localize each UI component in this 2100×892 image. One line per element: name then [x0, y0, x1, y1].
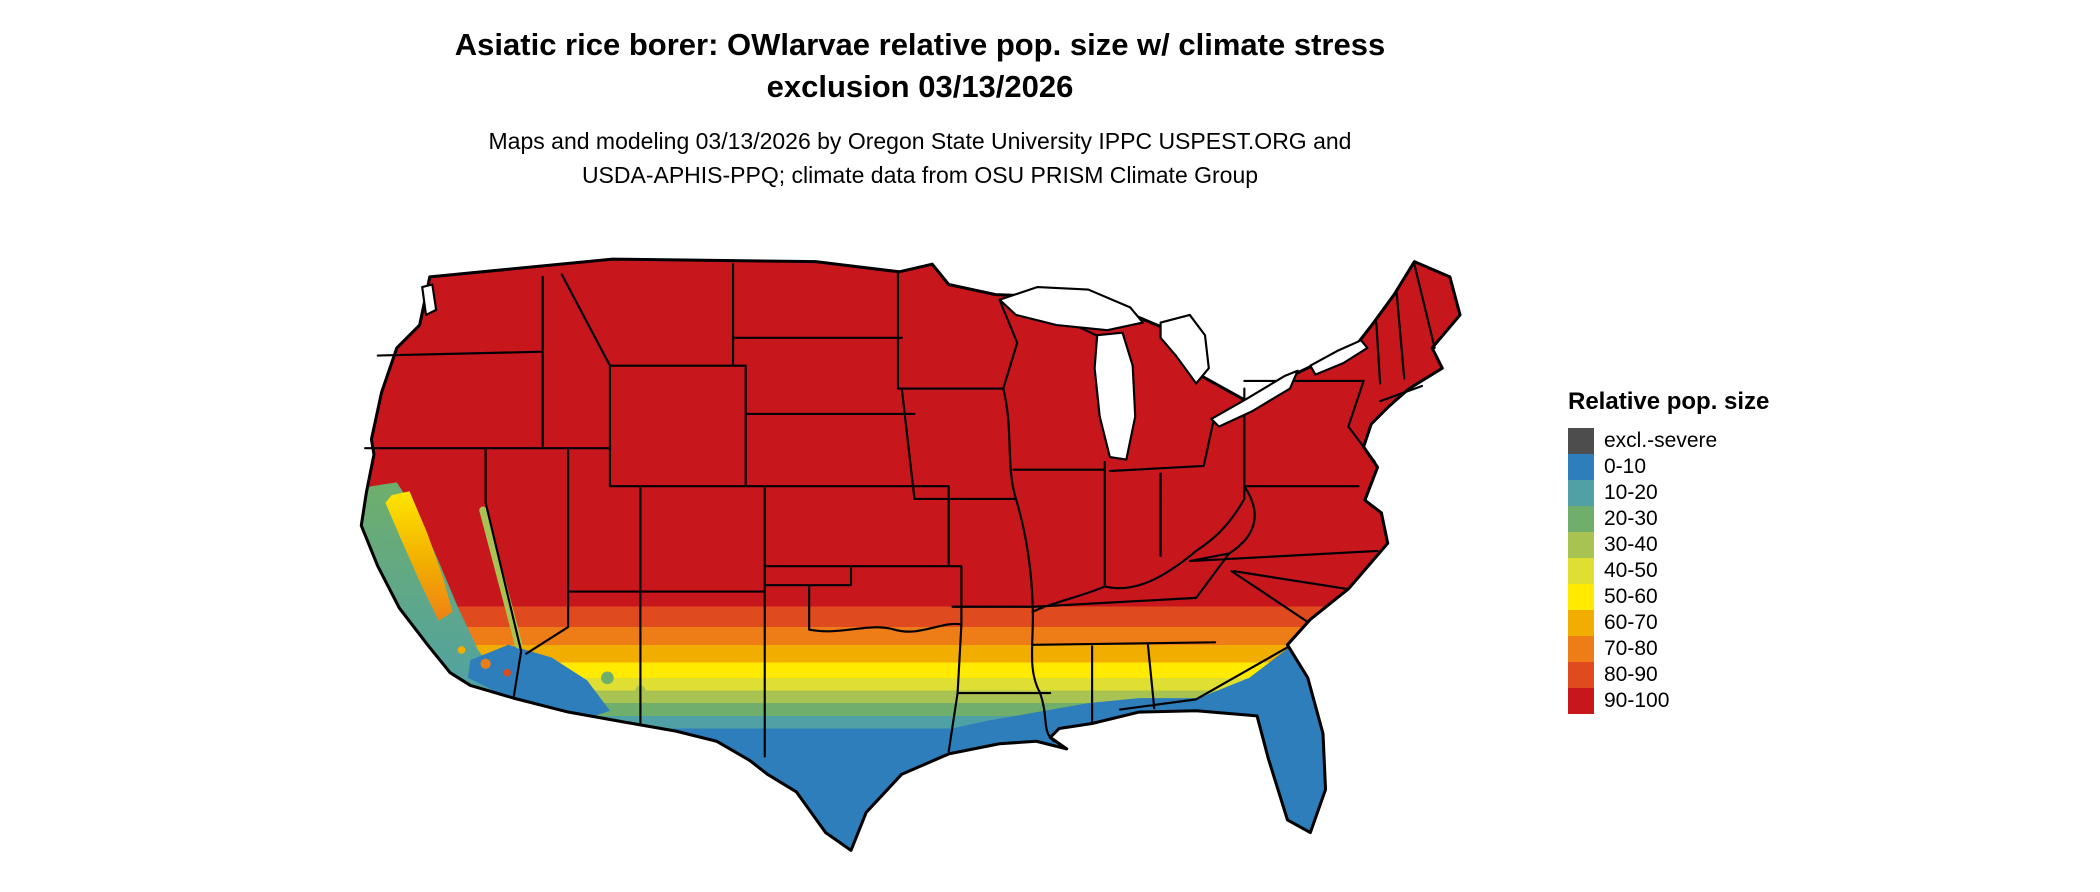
lake-michigan: [1093, 331, 1137, 461]
us-map: [359, 257, 1462, 852]
lake-ontario: [1309, 339, 1369, 376]
legend-item: 0-10: [1568, 454, 1888, 480]
legend-label: 30-40: [1604, 533, 1658, 556]
legend-item: 30-40: [1568, 532, 1888, 558]
legend-swatch: [1568, 428, 1594, 454]
great-lakes: [421, 283, 1369, 461]
legend-swatch: [1568, 454, 1594, 480]
legend-label: 10-20: [1604, 481, 1658, 504]
subtitle-line-2: USDA-APHIS-PPQ; climate data from OSU PR…: [581, 162, 1259, 188]
legend-label: 70-80: [1604, 637, 1658, 660]
legend-items: excl.-severe 0-10 10-20 20-30 30-40 40-50 50-6…: [1568, 428, 1888, 714]
lake-huron: [1159, 313, 1210, 385]
legend-swatch: [1568, 584, 1594, 610]
legend-label: 40-50: [1604, 559, 1658, 582]
legend-item: 90-100: [1568, 688, 1888, 714]
legend-item: 80-90: [1568, 662, 1888, 688]
lake-superior: [998, 285, 1144, 332]
sierra-strip: [479, 506, 523, 649]
legend-swatch: [1568, 480, 1594, 506]
figure-subtitle: Maps and modeling 03/13/2026 by Oregon S…: [310, 124, 1530, 192]
region-socal-desert-lowpop: [467, 644, 610, 721]
legend-item: 10-20: [1568, 480, 1888, 506]
legend-swatch: [1568, 610, 1594, 636]
map-legend: Relative pop. size excl.-severe 0-10 10-20…: [1568, 388, 1888, 714]
subtitle-line-1: Maps and modeling 03/13/2026 by Oregon S…: [488, 128, 1352, 154]
legend-label: 90-100: [1604, 689, 1670, 712]
state-borders: [364, 263, 1436, 758]
legend-label: 80-90: [1604, 663, 1658, 686]
legend-label: 20-30: [1604, 507, 1658, 530]
figure-title: Asiatic rice borer: OWlarvae relative po…: [310, 24, 1530, 108]
legend-swatch: [1568, 662, 1594, 688]
legend-item: 60-70: [1568, 610, 1888, 636]
lake-erie: [1210, 369, 1299, 428]
legend-swatch: [1568, 506, 1594, 532]
legend-label: excl.-severe: [1604, 429, 1718, 452]
legend-swatch: [1568, 558, 1594, 584]
speckle-arizona-green: [601, 671, 614, 685]
legend-label: 50-60: [1604, 585, 1658, 608]
title-line-2: exclusion 03/13/2026: [766, 69, 1074, 104]
figure-header: Asiatic rice borer: OWlarvae relative po…: [310, 24, 1530, 192]
speckle-socal-red: [503, 668, 511, 677]
legend-item: 70-80: [1568, 636, 1888, 662]
legend-swatch: [1568, 688, 1594, 714]
legend-swatch: [1568, 532, 1594, 558]
speckle-socal-orange: [480, 658, 491, 669]
puget-sound: [421, 283, 438, 317]
title-line-1: Asiatic rice borer: OWlarvae relative po…: [454, 27, 1386, 62]
legend-item: 20-30: [1568, 506, 1888, 532]
region-central-valley: [385, 491, 453, 621]
legend-swatch: [1568, 636, 1594, 662]
speckle-socal-amber: [457, 646, 466, 654]
legend-label: 0-10: [1604, 455, 1647, 478]
map-fill-layer: [361, 259, 1461, 851]
legend-item: 50-60: [1568, 584, 1888, 610]
legend-item: excl.-severe: [1568, 428, 1888, 454]
legend-label: 60-70: [1604, 611, 1658, 634]
legend-title: Relative pop. size: [1568, 388, 1770, 415]
legend-item: 40-50: [1568, 558, 1888, 584]
